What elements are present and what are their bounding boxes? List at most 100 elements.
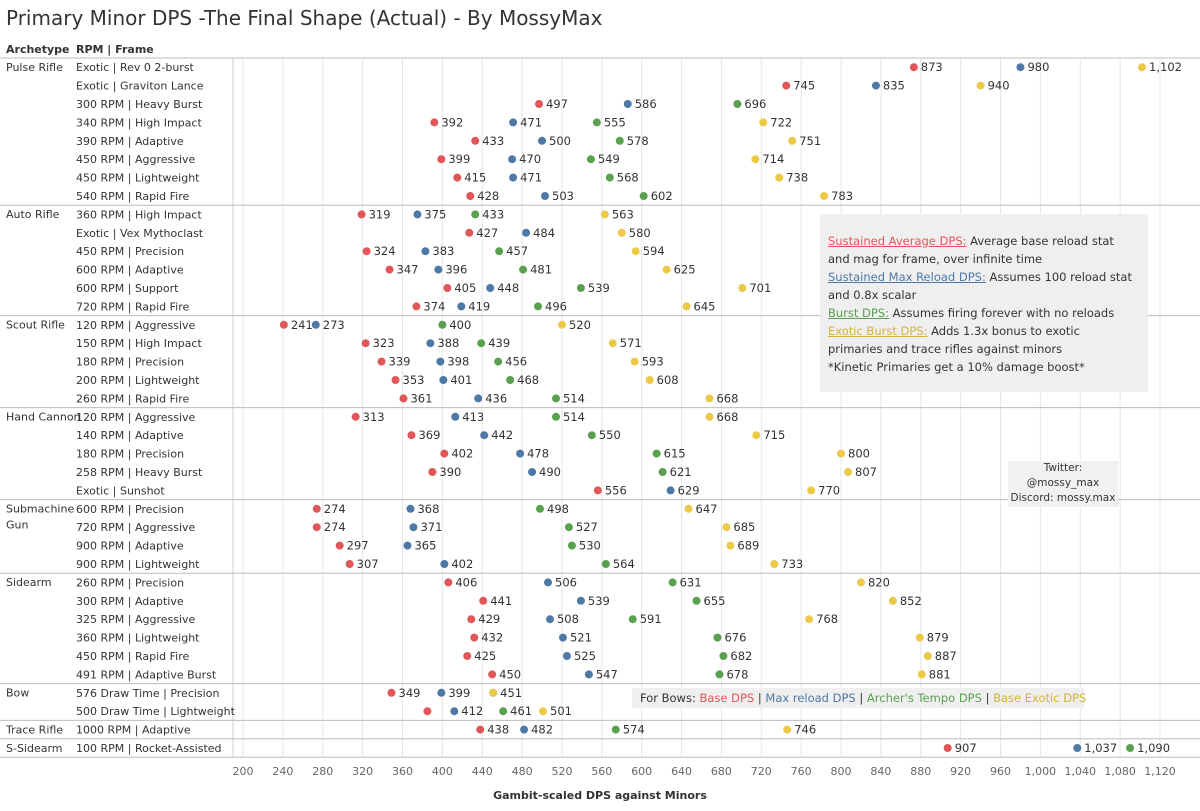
frame-label: 180 RPM | Precision <box>76 356 184 369</box>
data-label: 396 <box>445 263 467 277</box>
frame-label: 360 RPM | High Impact <box>76 208 202 221</box>
data-label: 564 <box>613 557 635 571</box>
frame-label: Exotic | Vex Mythoclast <box>76 227 204 240</box>
data-point <box>385 265 394 274</box>
data-point <box>692 596 701 605</box>
data-label: 881 <box>929 667 951 681</box>
data-label: 375 <box>424 207 446 221</box>
data-label: 556 <box>605 483 627 497</box>
frame-label: 491 RPM | Adaptive Burst <box>76 668 217 681</box>
frame-label: Exotic | Rev 0 2-burst <box>76 61 195 74</box>
frame-label: 140 RPM | Adaptive <box>76 429 184 442</box>
data-point <box>440 560 449 568</box>
data-point <box>361 339 370 348</box>
data-label: 433 <box>482 207 504 221</box>
legend-kinetic-note: *Kinetic Primaries get a 10% damage boos… <box>828 360 1085 374</box>
bows-sep2: | <box>855 691 867 705</box>
data-label: 450 <box>499 667 521 681</box>
data-label: 406 <box>455 575 477 589</box>
data-point <box>751 155 760 164</box>
data-label: 439 <box>488 336 510 350</box>
x-tick-label: 280 <box>312 765 333 778</box>
data-point <box>628 615 637 624</box>
data-label: 733 <box>781 557 803 571</box>
data-label: 631 <box>680 575 702 589</box>
archetype-label: Bow <box>6 687 29 700</box>
bows-note: For Bows: Base DPS | Max reload DPS | Ar… <box>632 688 1086 708</box>
data-point <box>444 578 453 587</box>
x-tick-label: 680 <box>711 765 732 778</box>
data-point <box>443 284 452 292</box>
frame-label: 100 RPM | Rocket-Assisted <box>76 742 222 755</box>
data-point <box>652 449 661 458</box>
data-label: 368 <box>417 502 439 516</box>
data-label: 415 <box>464 171 486 185</box>
frame-label: 600 RPM | Adaptive <box>76 264 184 277</box>
x-tick-label: 880 <box>910 765 931 778</box>
data-point <box>413 210 422 219</box>
data-point <box>586 155 595 164</box>
data-label: 574 <box>623 723 645 737</box>
x-tick-label: 800 <box>831 765 852 778</box>
data-point <box>551 412 560 421</box>
data-label: 390 <box>439 465 461 479</box>
data-label: 438 <box>487 723 509 737</box>
data-label: 746 <box>794 723 816 737</box>
data-label: 594 <box>643 244 665 258</box>
twitter-handle: @mossy_max <box>1026 477 1100 489</box>
x-tick-label: 600 <box>631 765 652 778</box>
contact-box: Twitter: @mossy_max Discord: mossy.max <box>1008 461 1118 507</box>
frame-label: Exotic | Graviton Lance <box>76 80 204 93</box>
bows-tempo: Archer's Tempo DPS <box>866 691 982 705</box>
x-tick-label: 960 <box>990 765 1011 778</box>
data-point <box>451 412 460 421</box>
data-label: 401 <box>450 373 472 387</box>
legend-sustained-avg-text: Average base reload stat and mag for fra… <box>828 234 1114 266</box>
data-label: 563 <box>612 207 634 221</box>
data-label: 353 <box>403 373 425 387</box>
frame-label: 900 RPM | Adaptive <box>76 540 184 553</box>
data-point <box>430 118 439 127</box>
archetype-header: Archetype <box>6 43 70 56</box>
data-point <box>705 394 714 403</box>
discord-line: Discord: mossy.max <box>1008 491 1118 506</box>
data-point <box>522 228 531 237</box>
data-point <box>421 247 430 256</box>
data-label: 887 <box>935 649 957 663</box>
data-point <box>615 136 624 145</box>
data-label: 478 <box>527 447 549 461</box>
data-label: 879 <box>927 631 949 645</box>
archetype-label: Pulse Rifle <box>6 61 63 74</box>
data-label: 419 <box>468 299 490 313</box>
data-label: 399 <box>448 686 470 700</box>
data-label: 714 <box>762 152 784 166</box>
legend-exotic-burst: Exotic Burst DPS: Adds 1.3x bonus to exo… <box>828 322 1138 358</box>
data-point <box>923 652 932 660</box>
data-label: 514 <box>563 391 585 405</box>
data-label: 313 <box>363 410 385 424</box>
frame-label: 300 RPM | Adaptive <box>76 595 184 608</box>
legend-sustained-max: Sustained Max Reload DPS: Assumes 100 re… <box>828 268 1138 304</box>
data-point <box>437 155 446 164</box>
data-point <box>782 81 791 90</box>
data-label: 668 <box>716 391 738 405</box>
data-point <box>544 578 553 587</box>
archetype-label: Submachine <box>6 503 74 516</box>
data-label: 508 <box>557 612 579 626</box>
data-label: 738 <box>786 171 808 185</box>
data-point <box>545 615 554 624</box>
data-point <box>909 63 918 72</box>
frame-label: 120 RPM | Aggressive <box>76 319 196 332</box>
data-point <box>943 744 952 752</box>
data-label: 800 <box>848 447 870 461</box>
data-label: 371 <box>420 520 442 534</box>
data-label: 429 <box>478 612 500 626</box>
x-axis-title: Gambit-scaled DPS against Minors <box>493 789 707 802</box>
data-point <box>406 504 415 513</box>
data-label: 374 <box>423 299 445 313</box>
data-point <box>738 284 747 292</box>
frame-label: 450 RPM | Aggressive <box>76 153 196 166</box>
data-point <box>631 247 640 256</box>
frame-label: 258 RPM | Heavy Burst <box>76 466 203 479</box>
frame-label: 450 RPM | Lightweight <box>76 172 200 185</box>
